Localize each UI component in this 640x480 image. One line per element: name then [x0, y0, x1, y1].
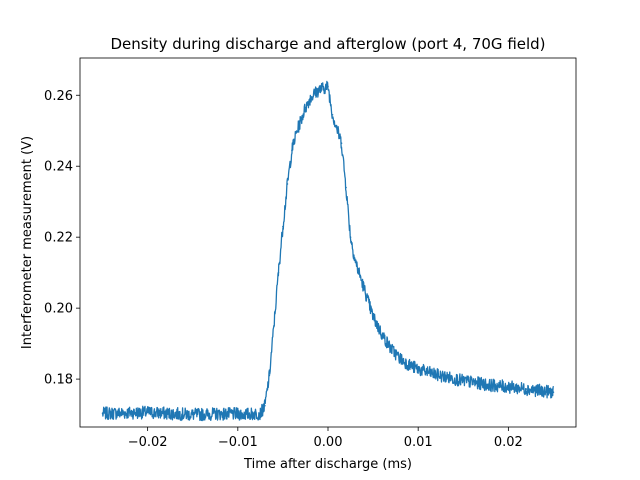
x-axis-title: Time after discharge (ms): [243, 457, 412, 472]
data-point: [277, 271, 280, 274]
y-tick-label: 0.22: [44, 231, 73, 246]
data-point: [101, 412, 104, 415]
data-point: [489, 384, 492, 386]
data-point: [304, 106, 307, 109]
data-point: [191, 413, 194, 416]
data-point: [390, 348, 392, 350]
series-layer: [101, 80, 555, 422]
data-point: [525, 388, 528, 390]
data-point: [417, 368, 419, 370]
data-point: [507, 386, 510, 388]
x-tick-label: −0.02: [128, 435, 168, 450]
y-tick-label: 0.24: [44, 160, 73, 175]
data-point: [345, 186, 347, 189]
data-point: [462, 380, 465, 382]
data-point: [264, 404, 266, 407]
x-tick-label: 0.00: [314, 435, 343, 450]
data-point: [286, 183, 289, 185]
y-tick-label: 0.18: [44, 373, 73, 388]
data-point: [399, 357, 401, 360]
data-point: [268, 374, 271, 377]
data-point: [381, 333, 383, 336]
data-point: [327, 85, 329, 88]
x-tick-label: 0.01: [404, 435, 433, 450]
data-point: [340, 142, 343, 144]
y-tick-label: 0.26: [44, 89, 73, 104]
data-point: [349, 236, 352, 238]
y-tick-label: 0.20: [44, 302, 73, 317]
data-point: [246, 413, 248, 416]
data-point: [408, 364, 410, 366]
data-point: [363, 287, 365, 290]
data-point: [354, 259, 356, 262]
data-point: [146, 411, 149, 414]
data-point: [218, 413, 221, 415]
data-point: [291, 149, 293, 152]
data-point: [322, 87, 325, 89]
axes-layer: −0.02 −0.01 0.00 0.01 0.02 0.18 0.20 0.22 0.24 0.…: [44, 89, 523, 450]
data-point: [313, 92, 316, 95]
data-point: [282, 225, 284, 228]
x-tick-label: 0.02: [494, 435, 523, 450]
data-point: [259, 412, 262, 415]
data-point: [331, 113, 334, 116]
data-point: [309, 98, 311, 100]
data-point: [435, 374, 438, 376]
data-point: [318, 89, 320, 91]
data-point: [300, 119, 302, 121]
y-axis-title: Interferometer measurement (V): [20, 136, 35, 349]
data-point: [372, 316, 374, 318]
data-point: [552, 391, 555, 394]
data-point: [295, 131, 298, 134]
data-point: [336, 128, 338, 130]
data-point: [128, 412, 131, 414]
plot-frame: [79, 57, 577, 428]
series-line: [101, 80, 555, 422]
data-point: [273, 325, 275, 327]
x-tick-label: −0.01: [218, 435, 258, 450]
chart-title: Density during discharge and afterglow (…: [110, 35, 545, 53]
